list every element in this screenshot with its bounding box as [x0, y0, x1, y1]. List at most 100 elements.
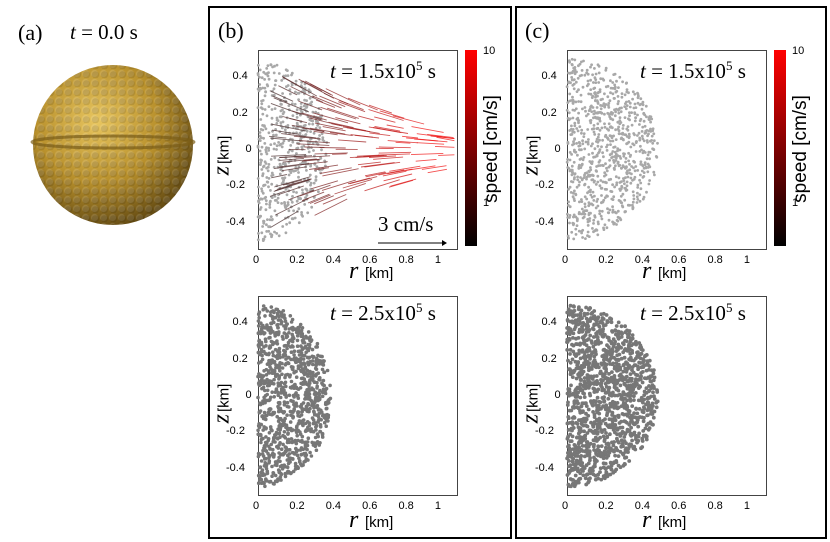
particle — [313, 366, 318, 371]
particle — [599, 214, 603, 218]
particle — [308, 369, 312, 374]
particle — [638, 119, 642, 123]
particle — [606, 396, 611, 401]
particle — [610, 136, 614, 140]
particle — [626, 450, 630, 454]
particle — [641, 365, 646, 369]
x-tick-label: 0.8 — [707, 500, 723, 512]
particle — [579, 308, 584, 313]
velocity-vector — [269, 90, 294, 102]
particle — [609, 467, 614, 471]
particle — [586, 142, 590, 146]
velocity-vector — [301, 112, 327, 121]
particle — [272, 87, 276, 91]
particle — [626, 335, 630, 340]
particle — [612, 158, 615, 162]
particle — [623, 198, 627, 202]
particle — [265, 383, 270, 388]
particle — [599, 179, 603, 182]
particle — [600, 201, 603, 205]
particle — [577, 229, 581, 233]
particle — [606, 95, 610, 99]
velocity-vector — [281, 133, 317, 139]
particle — [619, 419, 624, 424]
velocity-vector — [304, 146, 325, 148]
velocity-vector — [388, 179, 414, 188]
particle — [608, 432, 612, 437]
particle — [311, 429, 316, 434]
particle — [260, 353, 264, 358]
particle — [601, 404, 605, 409]
velocity-vector — [291, 110, 323, 121]
particle — [299, 105, 303, 109]
b-top-x-name: r — [349, 258, 359, 284]
particle — [630, 123, 634, 127]
particle — [278, 172, 282, 176]
panel-b-top-scatter — [256, 63, 455, 243]
particle — [613, 423, 618, 427]
particle — [632, 358, 636, 363]
particle — [586, 224, 590, 227]
particle — [300, 440, 305, 444]
particle — [577, 121, 580, 125]
particle — [574, 233, 578, 236]
particle — [320, 148, 323, 152]
velocity-vector — [288, 189, 315, 201]
particle — [625, 332, 630, 337]
particle — [624, 107, 628, 111]
particle — [590, 341, 594, 345]
particle — [618, 449, 623, 454]
particle — [586, 337, 591, 341]
particle — [270, 218, 274, 222]
particle — [642, 175, 646, 178]
particle — [290, 414, 295, 418]
particle — [589, 121, 593, 125]
particle — [309, 338, 314, 342]
particle — [294, 401, 298, 405]
particle — [284, 206, 288, 210]
particle — [267, 407, 271, 412]
particle — [632, 384, 637, 389]
particle — [300, 346, 305, 350]
particle — [267, 77, 271, 81]
particle — [574, 100, 578, 104]
particle — [599, 104, 602, 107]
particle — [584, 411, 588, 416]
panel-c-bottom-scatter — [565, 303, 660, 489]
velocity-vector — [309, 164, 339, 170]
particle — [283, 128, 287, 132]
particle — [601, 97, 604, 101]
particle — [615, 448, 620, 453]
particle — [257, 410, 262, 415]
particle — [617, 352, 622, 357]
particle — [577, 144, 581, 148]
particle — [257, 89, 261, 93]
particle — [279, 121, 283, 125]
particle — [582, 322, 587, 327]
particle — [618, 383, 623, 388]
particle — [578, 426, 583, 430]
particle — [598, 90, 602, 94]
particle — [309, 164, 312, 168]
particle — [305, 99, 308, 102]
particle — [608, 316, 612, 321]
x-tick-label: 0.2 — [289, 254, 305, 266]
particle — [275, 232, 279, 235]
particle — [261, 379, 266, 383]
particle — [620, 393, 624, 398]
particle — [599, 340, 603, 345]
particle — [588, 458, 592, 463]
particle — [609, 79, 612, 83]
particle — [573, 124, 577, 128]
velocity-vector — [434, 145, 455, 148]
particle — [595, 335, 600, 340]
particle — [604, 369, 608, 374]
particle — [601, 138, 604, 142]
particle — [273, 156, 277, 160]
particle — [635, 373, 640, 378]
particle — [283, 363, 288, 367]
particle — [584, 417, 589, 422]
velocity-vector — [386, 124, 404, 129]
particle — [318, 388, 322, 393]
particle — [290, 317, 295, 322]
